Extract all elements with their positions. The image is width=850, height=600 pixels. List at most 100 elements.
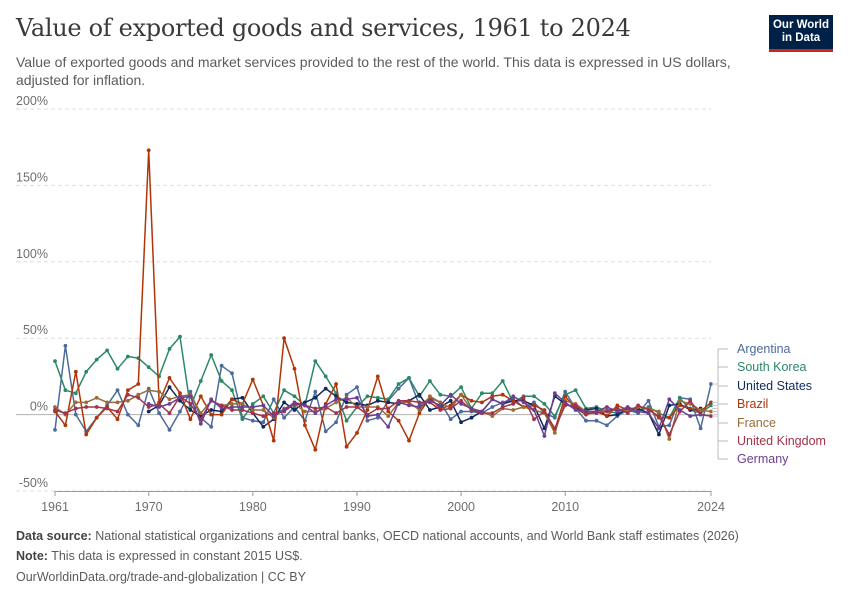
data-point	[490, 394, 495, 399]
y-axis-tick-labels: -50% 0% 50% 100% 150% 200%	[16, 94, 48, 490]
data-point	[334, 382, 338, 386]
data-point	[511, 402, 516, 406]
data-point	[594, 409, 599, 414]
source-link[interactable]: OurWorldinData.org/trade-and-globalizati…	[16, 570, 306, 584]
data-point	[157, 405, 162, 409]
data-point	[688, 406, 693, 411]
data-point	[282, 415, 286, 420]
data-point	[490, 391, 495, 396]
data-point	[709, 382, 713, 386]
data-point	[615, 406, 620, 411]
data-point	[344, 397, 349, 402]
data-point	[303, 400, 307, 405]
data-point	[386, 397, 391, 402]
data-point	[167, 428, 172, 432]
data-point	[605, 423, 609, 428]
data-point	[490, 414, 495, 418]
data-point	[188, 417, 193, 422]
data-point	[105, 348, 109, 353]
data-point	[542, 402, 547, 406]
data-point	[480, 409, 484, 414]
data-point	[105, 406, 109, 411]
data-point	[459, 409, 463, 414]
data-point	[178, 409, 182, 414]
data-point	[261, 408, 266, 412]
data-point	[240, 402, 245, 406]
data-point	[126, 412, 130, 417]
data-point	[552, 431, 557, 435]
data-point	[646, 411, 651, 415]
data-point	[126, 388, 130, 393]
data-point	[53, 408, 57, 412]
data-point	[271, 397, 276, 402]
data-point	[261, 394, 266, 399]
data-point	[573, 408, 578, 412]
series-lines	[53, 148, 713, 452]
x-tick-label: 2000	[447, 500, 475, 514]
data-point	[115, 366, 120, 371]
data-point	[53, 405, 57, 409]
data-point	[511, 408, 516, 412]
data-point	[532, 403, 536, 408]
data-point	[146, 388, 151, 393]
data-point	[386, 406, 391, 411]
data-point	[677, 395, 682, 400]
data-point	[230, 371, 234, 376]
y-tick-label: -50%	[19, 476, 48, 490]
logo-line-2: in Data	[781, 32, 821, 44]
data-point	[552, 391, 557, 396]
data-point	[417, 405, 422, 409]
data-point	[605, 405, 609, 409]
data-point	[198, 411, 203, 415]
data-point	[209, 408, 214, 412]
data-point	[323, 386, 328, 391]
data-source-label: Data source:	[16, 529, 92, 543]
data-point	[615, 409, 620, 414]
data-point	[323, 374, 328, 379]
data-point	[240, 405, 245, 409]
data-point	[355, 395, 359, 400]
data-point	[365, 414, 370, 418]
data-point	[303, 423, 307, 428]
data-point	[167, 376, 172, 380]
data-point	[219, 363, 224, 368]
data-point	[230, 397, 234, 402]
data-point	[677, 398, 682, 403]
data-point	[375, 395, 380, 400]
data-point	[396, 418, 401, 423]
data-point	[532, 408, 536, 412]
data-point	[646, 408, 651, 412]
data-point	[334, 397, 338, 402]
data-point	[542, 409, 547, 414]
data-point	[594, 418, 599, 423]
data-point	[657, 409, 661, 414]
data-point	[490, 397, 495, 402]
data-point	[334, 400, 338, 405]
data-point	[490, 411, 495, 415]
data-point	[573, 388, 578, 393]
data-point	[417, 411, 422, 415]
data-point	[167, 397, 172, 402]
y-tick-label: 100%	[16, 247, 48, 261]
data-point	[219, 412, 224, 417]
data-point	[500, 405, 505, 409]
data-point	[73, 412, 78, 417]
data-point	[282, 400, 286, 405]
owid-logo[interactable]: Our World in Data	[769, 15, 833, 52]
data-point	[448, 406, 453, 411]
data-point	[126, 354, 130, 359]
data-point	[73, 391, 78, 396]
x-tick-label: 1980	[239, 500, 267, 514]
data-point	[375, 398, 380, 403]
data-point	[313, 359, 318, 363]
data-point	[667, 437, 672, 441]
data-point	[709, 400, 713, 405]
data-point	[709, 403, 713, 408]
data-point	[261, 403, 266, 408]
data-point	[105, 400, 109, 405]
data-point	[386, 409, 391, 414]
x-tick-label: 1990	[343, 500, 371, 514]
data-point	[136, 423, 141, 428]
data-point	[709, 414, 713, 418]
data-point	[459, 402, 463, 406]
